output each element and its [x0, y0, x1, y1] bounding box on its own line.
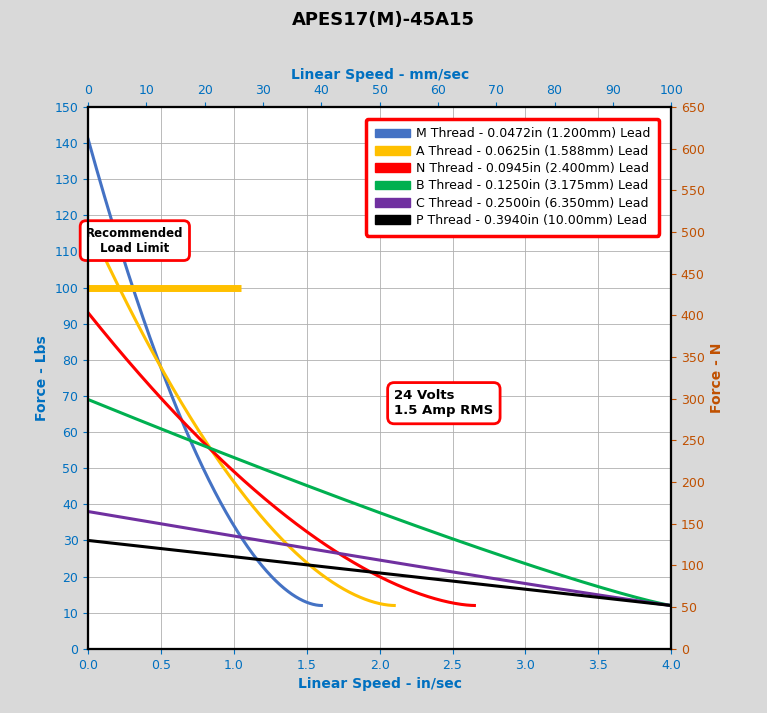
N Thread - 0.0945in (2.400mm) Lead: [269, 502, 278, 511]
M Thread - 0.0472in (1.200mm) Lead: [311, 600, 321, 609]
M Thread - 0.0472in (1.200mm) Lead: [84, 135, 93, 144]
C Thread - 0.2500in (6.350mm) Lead: [667, 601, 676, 610]
M Thread - 0.0472in (1.200mm) Lead: [222, 510, 232, 518]
A Thread - 0.0625in (1.588mm) Lead: [265, 523, 275, 531]
P Thread - 0.3940in (10.00mm) Lead: [430, 575, 439, 583]
B Thread - 0.1250in (3.175mm) Lead: [667, 601, 676, 610]
A Thread - 0.0625in (1.588mm) Lead: [231, 480, 240, 488]
B Thread - 0.1250in (3.175mm) Lead: [561, 573, 571, 581]
B Thread - 0.1250in (3.175mm) Lead: [430, 528, 439, 537]
M Thread - 0.0472in (1.200mm) Lead: [275, 580, 284, 588]
C Thread - 0.2500in (6.350mm) Lead: [653, 600, 662, 608]
N Thread - 0.0945in (2.400mm) Lead: [267, 500, 276, 508]
Line: A Thread - 0.0625in (1.588mm) Lead: A Thread - 0.0625in (1.588mm) Lead: [88, 222, 394, 605]
B Thread - 0.1250in (3.175mm) Lead: [84, 395, 93, 404]
B Thread - 0.1250in (3.175mm) Lead: [364, 504, 374, 513]
M Thread - 0.0472in (1.200mm) Lead: [196, 458, 205, 466]
N Thread - 0.0945in (2.400mm) Lead: [84, 309, 93, 317]
C Thread - 0.2500in (6.350mm) Lead: [399, 560, 408, 568]
P Thread - 0.3940in (10.00mm) Lead: [653, 600, 662, 608]
Line: P Thread - 0.3940in (10.00mm) Lead: P Thread - 0.3940in (10.00mm) Lead: [88, 540, 671, 605]
P Thread - 0.3940in (10.00mm) Lead: [364, 568, 374, 576]
A Thread - 0.0625in (1.588mm) Lead: [334, 582, 344, 590]
N Thread - 0.0945in (2.400mm) Lead: [400, 584, 410, 593]
B Thread - 0.1250in (3.175mm) Lead: [360, 503, 370, 512]
X-axis label: Linear Speed - mm/sec: Linear Speed - mm/sec: [291, 68, 469, 82]
A Thread - 0.0625in (1.588mm) Lead: [84, 218, 93, 227]
N Thread - 0.0945in (2.400mm) Lead: [460, 600, 469, 609]
B Thread - 0.1250in (3.175mm) Lead: [653, 598, 662, 607]
Line: C Thread - 0.2500in (6.350mm) Lead: C Thread - 0.2500in (6.350mm) Lead: [88, 511, 671, 605]
B Thread - 0.1250in (3.175mm) Lead: [399, 517, 408, 525]
A Thread - 0.0625in (1.588mm) Lead: [382, 600, 391, 609]
A Thread - 0.0625in (1.588mm) Lead: [229, 477, 239, 486]
Legend: M Thread - 0.0472in (1.200mm) Lead, A Thread - 0.0625in (1.588mm) Lead, N Thread: M Thread - 0.0472in (1.200mm) Lead, A Th…: [366, 118, 659, 236]
Y-axis label: Force - N: Force - N: [710, 343, 724, 413]
Line: M Thread - 0.0472in (1.200mm) Lead: M Thread - 0.0472in (1.200mm) Lead: [88, 140, 321, 605]
A Thread - 0.0625in (1.588mm) Lead: [390, 601, 399, 610]
Text: Recommended
Load Limit: Recommended Load Limit: [86, 227, 183, 255]
P Thread - 0.3940in (10.00mm) Lead: [667, 601, 676, 610]
M Thread - 0.0472in (1.200mm) Lead: [317, 601, 326, 610]
N Thread - 0.0945in (2.400mm) Lead: [314, 535, 323, 544]
M Thread - 0.0472in (1.200mm) Lead: [209, 486, 219, 495]
P Thread - 0.3940in (10.00mm) Lead: [399, 571, 408, 580]
P Thread - 0.3940in (10.00mm) Lead: [84, 536, 93, 545]
N Thread - 0.0945in (2.400mm) Lead: [292, 520, 301, 529]
Y-axis label: Force - Lbs: Force - Lbs: [35, 335, 49, 421]
N Thread - 0.0945in (2.400mm) Lead: [469, 601, 479, 610]
C Thread - 0.2500in (6.350mm) Lead: [84, 507, 93, 515]
X-axis label: Linear Speed - in/sec: Linear Speed - in/sec: [298, 677, 462, 691]
Line: N Thread - 0.0945in (2.400mm) Lead: N Thread - 0.0945in (2.400mm) Lead: [88, 313, 474, 605]
Line: B Thread - 0.1250in (3.175mm) Lead: B Thread - 0.1250in (3.175mm) Lead: [88, 399, 671, 605]
C Thread - 0.2500in (6.350mm) Lead: [364, 554, 374, 563]
C Thread - 0.2500in (6.350mm) Lead: [561, 585, 571, 594]
A Thread - 0.0625in (1.588mm) Lead: [249, 503, 258, 512]
C Thread - 0.2500in (6.350mm) Lead: [430, 565, 439, 573]
P Thread - 0.3940in (10.00mm) Lead: [561, 590, 571, 598]
Text: 24 Volts
1.5 Amp RMS: 24 Volts 1.5 Amp RMS: [394, 389, 493, 417]
M Thread - 0.0472in (1.200mm) Lead: [194, 455, 203, 463]
C Thread - 0.2500in (6.350mm) Lead: [360, 553, 370, 562]
Text: APES17(M)-45A15: APES17(M)-45A15: [292, 11, 475, 29]
P Thread - 0.3940in (10.00mm) Lead: [360, 567, 370, 575]
